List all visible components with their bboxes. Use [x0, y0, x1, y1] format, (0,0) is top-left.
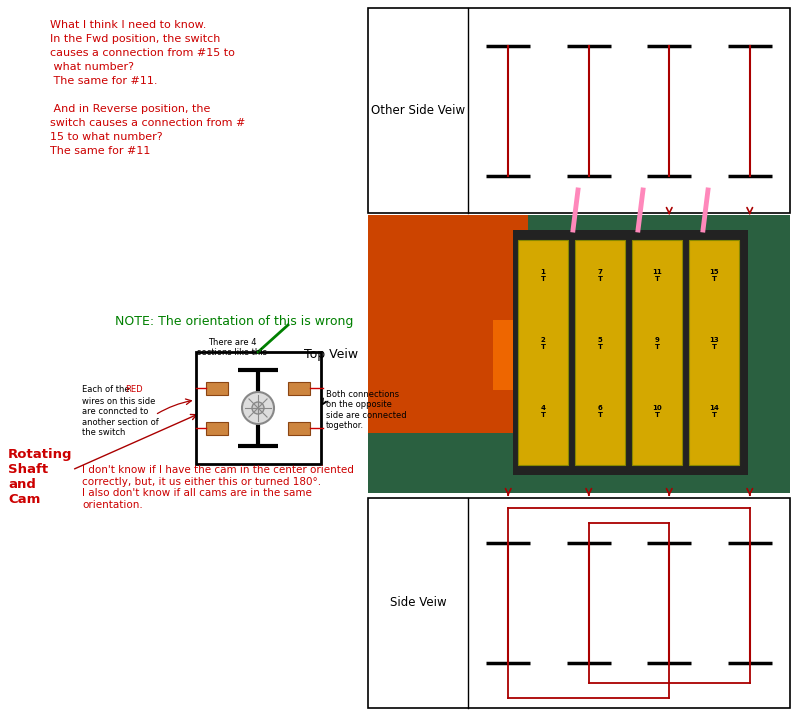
Text: 15
T: 15 T	[709, 269, 719, 282]
Bar	[368, 8, 790, 213]
Text: RED: RED	[125, 385, 142, 394]
Bar	[368, 498, 790, 708]
Text: 9
T: 9 T	[654, 337, 659, 350]
Bar	[206, 382, 228, 395]
Bar	[632, 240, 682, 465]
Text: 4
T: 4 T	[541, 405, 546, 418]
Text: Both connections
on the opposite
side are connected
togethor.: Both connections on the opposite side ar…	[326, 390, 406, 430]
Bar	[195, 352, 321, 464]
Bar	[368, 215, 790, 493]
Text: 1
T: 1 T	[541, 269, 546, 282]
Text: 13
T: 13 T	[709, 337, 719, 350]
Text: 6
T: 6 T	[598, 405, 602, 418]
Text: I don't know if I have the cam in the center oriented
correctly, but, it us eith: I don't know if I have the cam in the ce…	[82, 465, 354, 510]
Bar	[288, 382, 310, 395]
Text: 10
T: 10 T	[652, 405, 662, 418]
Text: 11
T: 11 T	[652, 269, 662, 282]
Text: Side Veiw: Side Veiw	[390, 596, 446, 609]
Text: What I think I need to know.
In the Fwd position, the switch
causes a connection: What I think I need to know. In the Fwd …	[50, 20, 246, 156]
Text: 14
T: 14 T	[709, 405, 719, 418]
Text: Each of the: Each of the	[82, 385, 132, 394]
Circle shape	[252, 402, 264, 414]
Text: NOTE: The orientation of this is wrong: NOTE: The orientation of this is wrong	[115, 315, 354, 328]
Text: 7
T: 7 T	[598, 269, 602, 282]
Bar	[689, 240, 739, 465]
Text: 2
T: 2 T	[541, 337, 546, 350]
Text: 5
T: 5 T	[598, 337, 602, 350]
Bar	[368, 215, 528, 433]
Bar	[493, 320, 513, 390]
Text: Top Veiw: Top Veiw	[304, 347, 358, 360]
Circle shape	[242, 392, 274, 424]
Bar	[518, 240, 568, 465]
Bar	[575, 240, 625, 465]
Text: There are 4
sections like this: There are 4 sections like this	[197, 338, 267, 358]
Text: Other Side Veiw: Other Side Veiw	[371, 104, 465, 117]
Bar	[513, 230, 748, 475]
Text: wires on this side
are conncted to
another section of
the switch: wires on this side are conncted to anoth…	[82, 397, 158, 437]
Bar	[288, 422, 310, 435]
Bar	[206, 422, 228, 435]
Text: Rotating
Shaft
and
Cam: Rotating Shaft and Cam	[8, 448, 73, 506]
